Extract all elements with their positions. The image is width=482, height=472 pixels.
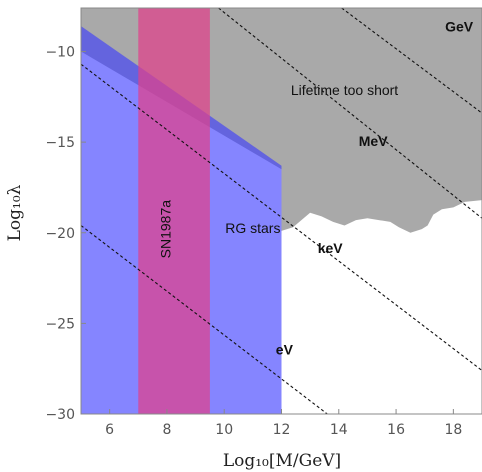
y-tick-label: −15: [45, 135, 75, 151]
label-ev: eV: [276, 341, 294, 357]
label-rg-stars: RG stars: [225, 220, 280, 236]
y-axis-title: Log₁₀λ: [5, 184, 25, 241]
label-lifetime-too-short: Lifetime too short: [291, 82, 398, 98]
x-axis-title: Log₁₀[M/GeV]: [223, 451, 341, 471]
plot-area: [81, 8, 482, 414]
y-tick-label: −20: [45, 226, 75, 242]
x-tick-label: 12: [273, 422, 291, 438]
mass-line-kev: [81, 63, 482, 371]
label-sn1987a: SN1987a: [158, 200, 174, 259]
label-kev: keV: [318, 240, 344, 256]
mass-line-gev: [341, 8, 482, 114]
label-gev: GeV: [445, 19, 474, 35]
region-sn1987a: [138, 8, 210, 414]
x-tick-label: 6: [105, 422, 114, 438]
x-tick-label: 8: [162, 422, 171, 438]
y-tick-label: −10: [45, 45, 75, 61]
x-tick-label: 18: [444, 422, 462, 438]
x-tick-label: 10: [215, 422, 233, 438]
mass-line-mev: [218, 8, 482, 219]
x-tick-label: 14: [330, 422, 348, 438]
label-mev: MeV: [359, 133, 388, 149]
y-tick-label: −30: [45, 407, 75, 423]
y-tick-label: −25: [45, 316, 75, 332]
mass-line-ev: [81, 225, 328, 414]
axis-ticks: 6 8 10 12 14 16 18 −10 −15 −20 −25 −30: [45, 45, 462, 439]
annotations: Lifetime too short SN1987a RG stars eV keV Me…: [158, 19, 474, 358]
x-tick-label: 16: [387, 422, 405, 438]
